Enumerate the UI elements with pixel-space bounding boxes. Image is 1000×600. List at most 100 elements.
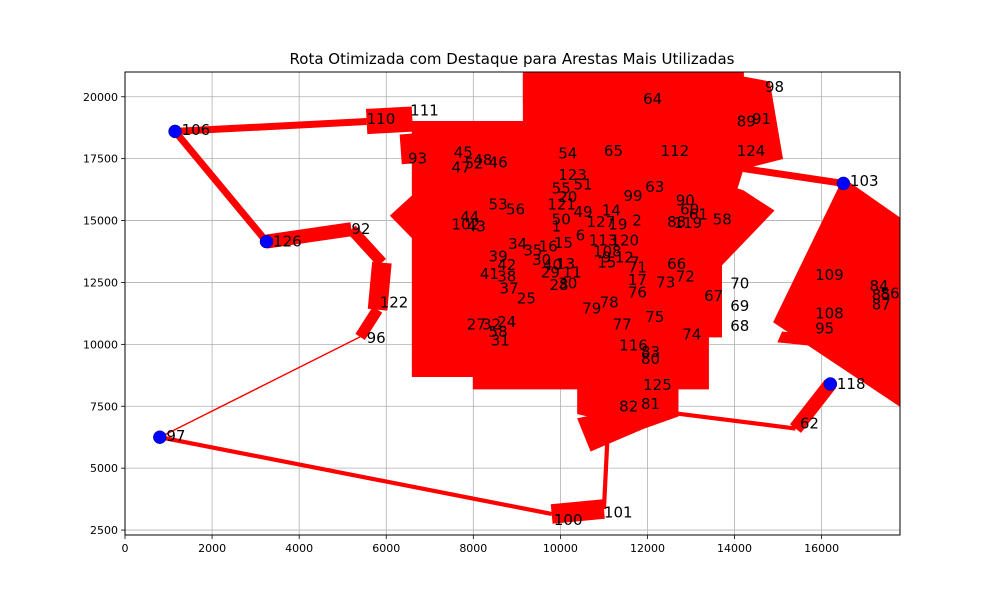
node-label: 81 xyxy=(641,395,660,413)
dense-edge-region xyxy=(577,405,644,452)
node-label: 30 xyxy=(558,275,577,293)
node-label: 113 xyxy=(589,231,618,249)
node-label: 56 xyxy=(506,200,525,218)
dense-edge-regions xyxy=(389,71,901,452)
y-tick-label: 17500 xyxy=(83,153,118,166)
node-label: 74 xyxy=(682,325,701,343)
node-label: 80 xyxy=(641,350,660,368)
node-label: 98 xyxy=(765,78,784,96)
y-tick-label: 10000 xyxy=(83,338,118,351)
node-label: 14 xyxy=(602,202,621,220)
node-label: 34 xyxy=(508,235,527,253)
node-label: 87 xyxy=(872,296,891,314)
node-label: 93 xyxy=(408,150,427,168)
node-label: 127 xyxy=(587,213,616,231)
route-edge xyxy=(789,379,836,433)
node-label: 27 xyxy=(467,316,486,334)
node-label: 70 xyxy=(730,275,749,293)
node-label: 9 xyxy=(602,249,612,267)
node-label: 119 xyxy=(674,214,703,232)
node-label: 77 xyxy=(613,316,632,334)
y-tick-label: 2500 xyxy=(90,524,118,537)
y-tick-label: 12500 xyxy=(83,276,118,289)
node-label: 121 xyxy=(547,195,576,213)
node-label: 100 xyxy=(554,511,583,529)
node-label: 95 xyxy=(815,319,834,337)
node-label: 126 xyxy=(273,233,302,251)
node-label: 97 xyxy=(166,427,185,445)
x-tick-label: 16000 xyxy=(804,542,839,555)
node-label: 58 xyxy=(489,323,508,341)
node-label: 1 xyxy=(552,218,562,236)
route-edge xyxy=(399,133,419,165)
node-label: 116 xyxy=(619,337,648,355)
node-label: 90 xyxy=(676,192,695,210)
x-tick-label: 0 xyxy=(122,542,129,555)
node-label: 53 xyxy=(489,195,508,213)
highlighted-nodes xyxy=(153,124,851,444)
node-label: 118 xyxy=(837,375,866,393)
node-label: 25 xyxy=(517,290,536,308)
node-label: 111 xyxy=(410,101,439,119)
x-tick-label: 4000 xyxy=(285,542,313,555)
node-label: 40 xyxy=(543,256,562,274)
plot-frame xyxy=(124,71,901,536)
route-edge xyxy=(742,165,844,187)
node-label: 106 xyxy=(182,121,211,139)
route-edge xyxy=(174,118,367,135)
node-label: 83 xyxy=(641,343,660,361)
node-label: 29 xyxy=(541,264,560,282)
node-label: 91 xyxy=(752,110,771,128)
node-label: 125 xyxy=(643,376,672,394)
node-label: 84 xyxy=(870,277,889,295)
x-tick-label: 8000 xyxy=(459,542,487,555)
node-label: 51 xyxy=(573,176,592,194)
node-label: 13 xyxy=(556,255,575,273)
axis-ticks: 0 2000 4000 6000 8000 10000 12000 14000 16000250… xyxy=(83,91,839,555)
node-label: 72 xyxy=(676,267,695,285)
node-label: 99 xyxy=(624,187,643,205)
node-label: 41 xyxy=(480,265,499,283)
route-edge xyxy=(550,499,605,524)
node-label: 39 xyxy=(489,247,508,265)
route-edge xyxy=(367,261,392,311)
node-label: 120 xyxy=(610,231,639,249)
node-label: 54 xyxy=(558,145,577,163)
node-label: 122 xyxy=(380,293,409,311)
x-tick-label: 10000 xyxy=(543,542,578,555)
node-label: 6 xyxy=(576,226,586,244)
node-label: 12 xyxy=(615,249,634,267)
node-label: 75 xyxy=(645,308,664,326)
node-label: 67 xyxy=(704,287,723,305)
node-label: 43 xyxy=(467,218,486,236)
node-label: 24 xyxy=(497,313,516,331)
node-label: 44 xyxy=(460,208,479,226)
node-label: 35 xyxy=(523,241,542,259)
node-label: 78 xyxy=(600,293,619,311)
node-label: 50 xyxy=(552,210,571,228)
node-label: 47 xyxy=(452,158,471,176)
route-edge xyxy=(172,129,270,244)
node-label: 86 xyxy=(880,285,899,303)
node-label: 52 xyxy=(465,155,484,173)
node-label: 89 xyxy=(737,113,756,131)
node-label: 2 xyxy=(632,212,642,230)
node-label: 65 xyxy=(604,142,623,160)
y-tick-label: 5000 xyxy=(90,462,118,475)
node-label: 73 xyxy=(656,273,675,291)
node-label: 55 xyxy=(552,179,571,197)
route-node-marker xyxy=(836,176,851,191)
dense-edge-region xyxy=(577,388,679,415)
node-label: 63 xyxy=(645,178,664,196)
node-label: 20 xyxy=(558,188,577,206)
node-label: 76 xyxy=(628,283,647,301)
node-label: 68 xyxy=(730,317,749,335)
node-label: 103 xyxy=(850,172,879,190)
route-edge xyxy=(159,336,361,438)
node-label: 64 xyxy=(643,90,662,108)
node-label: 46 xyxy=(489,153,508,171)
node-label: 42 xyxy=(497,256,516,274)
node-label: 19 xyxy=(608,215,627,233)
